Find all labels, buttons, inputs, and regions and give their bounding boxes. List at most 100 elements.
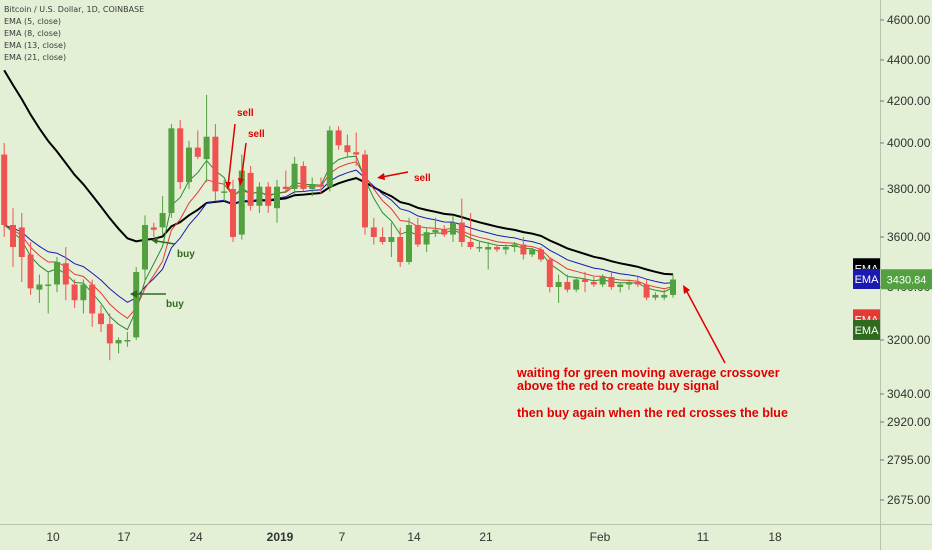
candle-down <box>27 242 34 295</box>
candle-down <box>89 279 96 327</box>
candle-up <box>274 179 280 223</box>
candle-up <box>617 282 624 293</box>
candle-up <box>555 274 562 303</box>
candle-down <box>106 313 113 361</box>
time-tick-label: 24 <box>189 530 203 544</box>
time-tick-label: Feb <box>590 530 611 544</box>
candle-down <box>590 277 597 287</box>
price-tick-label: 4600.00 <box>887 13 931 27</box>
price-tick-label: 3040.00 <box>887 387 931 401</box>
candle-down <box>458 198 465 247</box>
candle-down <box>282 170 289 192</box>
time-axis[interactable]: 10 17 24 2019 7 14 21 Feb 11 18 <box>46 530 782 544</box>
candle-up <box>186 140 192 189</box>
candle-down <box>520 237 527 260</box>
candle-up <box>388 222 395 257</box>
note-line-3: then buy again when the red crosses the … <box>517 406 788 420</box>
time-tick-label: 2019 <box>267 530 294 544</box>
candle-up <box>599 274 606 287</box>
candle-up <box>238 154 245 240</box>
candle-down <box>538 247 544 262</box>
candle-down <box>300 161 307 192</box>
candle-down <box>344 134 351 157</box>
candle-down <box>98 305 104 333</box>
candle-up <box>159 196 166 235</box>
price-tick-label: 3600.00 <box>887 230 931 244</box>
price-axis[interactable]: 4600.00 4400.00 4200.00 4000.00 3800.00 3600.… <box>880 13 931 507</box>
candle-up <box>256 182 263 213</box>
time-tick-label: 10 <box>46 530 60 544</box>
candle-down <box>335 126 342 150</box>
sell-label-3: sell <box>414 173 431 184</box>
candle-down <box>1 143 8 237</box>
candle-down <box>546 257 553 293</box>
sell-arrow-2-head <box>238 178 244 186</box>
candle-up <box>652 292 659 301</box>
price-tick-label: 4400.00 <box>887 53 931 67</box>
crossover-arrow-head <box>683 285 690 294</box>
sell-arrow-2 <box>240 142 247 183</box>
sell-arrow-1 <box>227 123 236 187</box>
candle-down <box>265 182 272 213</box>
buy-arrow-1-head <box>151 237 158 244</box>
candle-down <box>379 227 386 245</box>
candle-down <box>18 213 25 282</box>
candle-up <box>450 215 456 242</box>
time-tick-label: 7 <box>339 530 346 544</box>
buy-label-1: buy <box>177 249 195 260</box>
time-tick-label: 18 <box>768 530 782 544</box>
candle-down <box>150 222 157 237</box>
candle-down <box>370 217 377 245</box>
price-tick-label: 2920.00 <box>887 415 931 429</box>
time-tick-label: 11 <box>697 530 710 544</box>
price-tick-label: 3200.00 <box>887 333 931 347</box>
annotations: sell sell sell buy buy waiting for green… <box>130 108 788 420</box>
candle-down <box>467 213 474 250</box>
candle-up <box>502 244 509 255</box>
candles <box>1 94 676 361</box>
candle-down <box>230 179 236 242</box>
sell-arrow-1-head <box>225 182 231 190</box>
candle-down <box>247 166 254 211</box>
candle-up <box>432 217 439 237</box>
sell-label-1: sell <box>237 108 254 119</box>
price-badge: 3430.84 <box>881 269 932 290</box>
candle-up <box>626 279 632 290</box>
legend-ema21: EMA (21, close) <box>4 53 66 62</box>
crossover-arrow <box>685 289 726 364</box>
sell-label-2: sell <box>248 129 265 140</box>
sell-arrow-3 <box>381 171 409 178</box>
time-tick-label: 17 <box>117 530 131 544</box>
candle-up <box>326 126 333 192</box>
chart-title: Bitcoin / U.S. Dollar, 1D, COINBASE <box>4 5 144 14</box>
time-tick-label: 14 <box>407 530 421 544</box>
candle-up <box>142 215 148 282</box>
candle-down <box>608 272 615 290</box>
candle-down <box>10 208 16 267</box>
price-badge-label: EMA <box>855 274 880 286</box>
price-tick-label: 4000.00 <box>887 136 931 150</box>
candle-down <box>212 124 219 201</box>
ema5-line <box>3 155 674 331</box>
price-badge: EMA <box>853 269 880 289</box>
candle-up <box>476 242 483 252</box>
candle-up <box>168 124 175 218</box>
candle-down <box>71 279 78 309</box>
buy-arrow-2-head <box>130 290 137 298</box>
candle-down <box>634 277 641 287</box>
candle-up <box>406 217 412 265</box>
candle-up <box>485 242 492 270</box>
candle-down <box>62 247 69 301</box>
candle-up <box>291 156 298 194</box>
note-line-2: above the red to create buy signal <box>517 379 719 393</box>
note-line-1: waiting for green moving average crossov… <box>516 366 780 380</box>
candle-down <box>177 119 184 189</box>
candle-up <box>203 94 210 183</box>
candle-down <box>643 279 650 301</box>
candle-down <box>441 225 448 237</box>
candle-up <box>133 267 140 340</box>
candle-up <box>661 289 668 301</box>
candle-down <box>194 130 201 160</box>
